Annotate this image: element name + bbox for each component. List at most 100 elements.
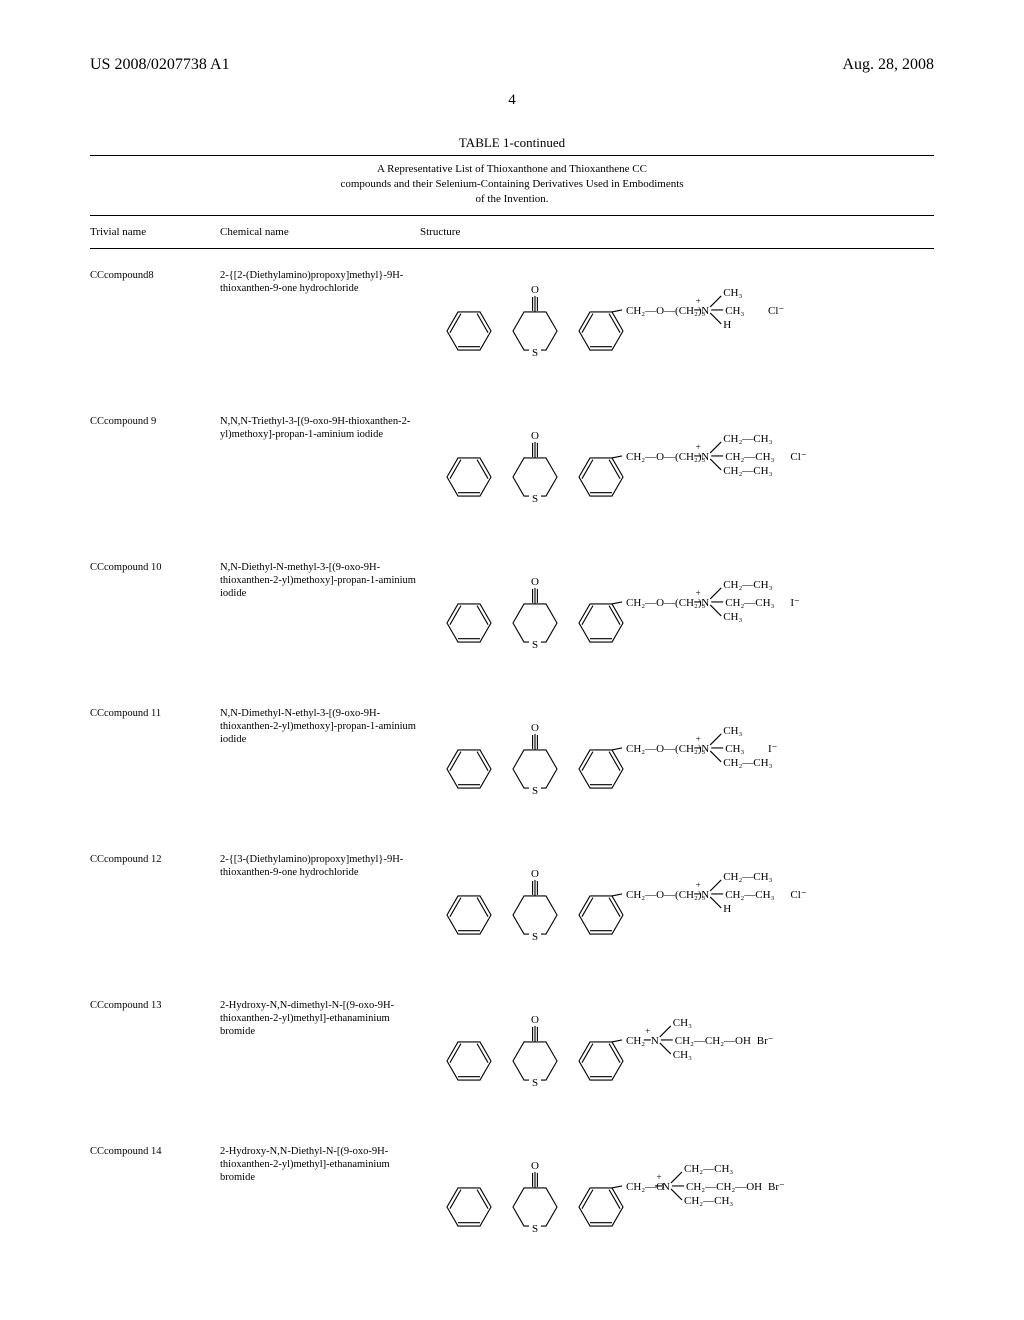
table-row: CCcompound 10N,N-Diethyl-N-methyl-3-[(9-…: [90, 547, 934, 693]
table-title: TABLE 1-continued: [90, 135, 934, 151]
svg-text:O: O: [531, 429, 539, 441]
table-rule-header: [90, 248, 934, 249]
svg-text:H: H: [723, 318, 731, 330]
svg-text:S: S: [532, 931, 538, 943]
svg-text:N: N: [701, 596, 709, 608]
table-row: CCcompound 132-Hydroxy-N,N-dimethyl-N-[(…: [90, 985, 934, 1131]
svg-text:CH₂—O—(CH₂)₃: CH₂—O—(CH₂)₃: [626, 596, 706, 608]
caption-line: compounds and their Selenium-Containing …: [290, 177, 734, 192]
svg-text:CH₃: CH₃: [673, 1048, 692, 1060]
table-row: CCcompound 142-Hydroxy-N,N-Diethyl-N-[(9…: [90, 1131, 934, 1277]
cell-chemical-name: 2-{[3-(Diethylamino)propoxy]methyl}-9H-t…: [220, 839, 420, 985]
compound-rows: CCcompound82-{[2-(Diethylamino)propoxy]m…: [90, 255, 934, 1277]
table-caption: A Representative List of Thioxanthone an…: [90, 162, 934, 209]
svg-text:S: S: [532, 1223, 538, 1235]
svg-text:O: O: [531, 867, 539, 879]
svg-text:Cl⁻: Cl⁻: [790, 450, 806, 462]
svg-text:CH₃: CH₃: [723, 286, 742, 298]
cell-structure: SOCH₂—O—(CH₂)₃N+CH₂—CH₃CH₂—CH₃HCl⁻: [420, 839, 934, 985]
cell-structure: SOCH₂—O—(CH₂)₃N+CH₂—CH₃CH₂—CH₃CH₂—CH₃Cl⁻: [420, 401, 934, 547]
cell-chemical-name: 2-Hydroxy-N,N-Diethyl-N-[(9-oxo-9H-thiox…: [220, 1131, 420, 1277]
page-number: 4: [90, 92, 934, 109]
svg-text:N: N: [662, 1180, 670, 1192]
svg-text:CH₂—CH₃: CH₂—CH₃: [684, 1194, 733, 1206]
cell-chemical-name: N,N-Diethyl-N-methyl-3-[(9-oxo-9H-thioxa…: [220, 547, 420, 693]
svg-text:CH₂—O—(CH₂)₃: CH₂—O—(CH₂)₃: [626, 888, 706, 900]
svg-text:CH₂—CH₃: CH₂—CH₃: [723, 870, 772, 882]
svg-text:CH₂—O—(CH₂)₃: CH₂—O—(CH₂)₃: [626, 742, 706, 754]
svg-text:N: N: [701, 304, 709, 316]
cell-chemical-name: N,N-Dimethyl-N-ethyl-3-[(9-oxo-9H-thioxa…: [220, 693, 420, 839]
svg-text:N: N: [701, 742, 709, 754]
table-column-headers: Trivial name Chemical name Structure: [90, 222, 934, 242]
table-row: CCcompound 9N,N,N-Triethyl-3-[(9-oxo-9H-…: [90, 401, 934, 547]
svg-text:CH₃: CH₃: [673, 1016, 692, 1028]
cell-structure: S O CH₂—ON+ CH₂—CH₃ CH₂—CH₂—OH CH₂—CH₃ Br⁻: [420, 1131, 934, 1277]
caption-line: A Representative List of Thioxanthone an…: [290, 162, 734, 177]
cell-trivial-name: CCcompound 11: [90, 693, 220, 839]
svg-text:+: +: [696, 733, 701, 743]
cell-trivial-name: CCcompound8: [90, 255, 220, 401]
col-header-chemical: Chemical name: [220, 226, 420, 238]
svg-text:O: O: [531, 1013, 539, 1025]
cell-structure: SOCH₂—O—(CH₂)₃N+CH₂—CH₃CH₂—CH₃CH₃I⁻: [420, 547, 934, 693]
cell-trivial-name: CCcompound 12: [90, 839, 220, 985]
col-header-trivial: Trivial name: [90, 226, 220, 238]
cell-chemical-name: 2-{[2-(Diethylamino)propoxy]methyl}-9H-t…: [220, 255, 420, 401]
patent-number: US 2008/0207738 A1: [90, 56, 230, 74]
svg-text:CH₂—CH₃: CH₂—CH₃: [725, 596, 774, 608]
svg-text:CH₂—CH₃: CH₂—CH₃: [684, 1162, 733, 1174]
svg-text:CH₂: CH₂: [626, 1034, 645, 1046]
svg-text:CH₂—CH₃: CH₂—CH₃: [723, 756, 772, 768]
svg-text:CH₂—CH₃: CH₂—CH₃: [723, 578, 772, 590]
cell-structure: SOCH₂N+CH₃CH₂—CH₂—OHCH₃Br⁻: [420, 985, 934, 1131]
patent-page: US 2008/0207738 A1 Aug. 28, 2008 4 TABLE…: [0, 0, 1024, 1320]
svg-text:I⁻: I⁻: [790, 596, 800, 608]
cell-trivial-name: CCcompound 10: [90, 547, 220, 693]
svg-text:S: S: [532, 493, 538, 505]
svg-text:N: N: [651, 1034, 659, 1046]
table-row: CCcompound 11N,N-Dimethyl-N-ethyl-3-[(9-…: [90, 693, 934, 839]
svg-text:+: +: [696, 587, 701, 597]
svg-text:O: O: [531, 721, 539, 733]
svg-text:CH₂—CH₃: CH₂—CH₃: [725, 450, 774, 462]
cell-structure: S O CH₂—O—(CH₂)₃N+ CH₃ CH₃ H Cl⁻: [420, 255, 934, 401]
svg-text:CH₂—O—(CH₂)₃: CH₂—O—(CH₂)₃: [626, 450, 706, 462]
svg-text:Cl⁻: Cl⁻: [768, 304, 784, 316]
svg-text:CH₃: CH₃: [725, 742, 744, 754]
compound-table: TABLE 1-continued A Representative List …: [90, 135, 934, 1277]
svg-text:O: O: [531, 283, 539, 295]
table-rule-top: [90, 155, 934, 156]
cell-structure: SOCH₂—O—(CH₂)₃N+CH₃CH₃CH₂—CH₃I⁻: [420, 693, 934, 839]
cell-trivial-name: CCcompound 14: [90, 1131, 220, 1277]
svg-text:+: +: [696, 441, 701, 451]
table-row: CCcompound82-{[2-(Diethylamino)propoxy]m…: [90, 255, 934, 401]
page-header: US 2008/0207738 A1 Aug. 28, 2008: [90, 56, 934, 74]
svg-text:S: S: [532, 347, 538, 359]
table-row: CCcompound 122-{[3-(Diethylamino)propoxy…: [90, 839, 934, 985]
svg-text:+: +: [645, 1025, 650, 1035]
svg-text:CH₂—CH₃: CH₂—CH₃: [725, 888, 774, 900]
svg-text:CH₂—CH₂—OH: CH₂—CH₂—OH: [686, 1180, 762, 1192]
svg-text:CH₃: CH₃: [725, 304, 744, 316]
svg-text:+: +: [696, 295, 701, 305]
svg-text:I⁻: I⁻: [768, 742, 778, 754]
svg-text:CH₂—O—(CH₂)₃: CH₂—O—(CH₂)₃: [626, 304, 706, 316]
svg-text:S: S: [532, 785, 538, 797]
cell-chemical-name: 2-Hydroxy-N,N-dimethyl-N-[(9-oxo-9H-thio…: [220, 985, 420, 1131]
svg-text:Cl⁻: Cl⁻: [790, 888, 806, 900]
col-header-structure: Structure: [420, 226, 934, 238]
svg-text:O: O: [531, 575, 539, 587]
svg-text:S: S: [532, 1077, 538, 1089]
svg-text:O: O: [531, 1159, 539, 1171]
svg-text:+: +: [696, 879, 701, 889]
cell-trivial-name: CCcompound 13: [90, 985, 220, 1131]
svg-text:+: +: [656, 1171, 661, 1181]
patent-date: Aug. 28, 2008: [842, 56, 934, 74]
svg-text:CH₂—CH₃: CH₂—CH₃: [723, 464, 772, 476]
svg-text:H: H: [723, 902, 731, 914]
svg-text:Br⁻: Br⁻: [768, 1180, 785, 1192]
svg-text:S: S: [532, 639, 538, 651]
svg-text:CH₂—CH₃: CH₂—CH₃: [723, 432, 772, 444]
svg-text:CH₂—O: CH₂—O: [626, 1180, 664, 1192]
